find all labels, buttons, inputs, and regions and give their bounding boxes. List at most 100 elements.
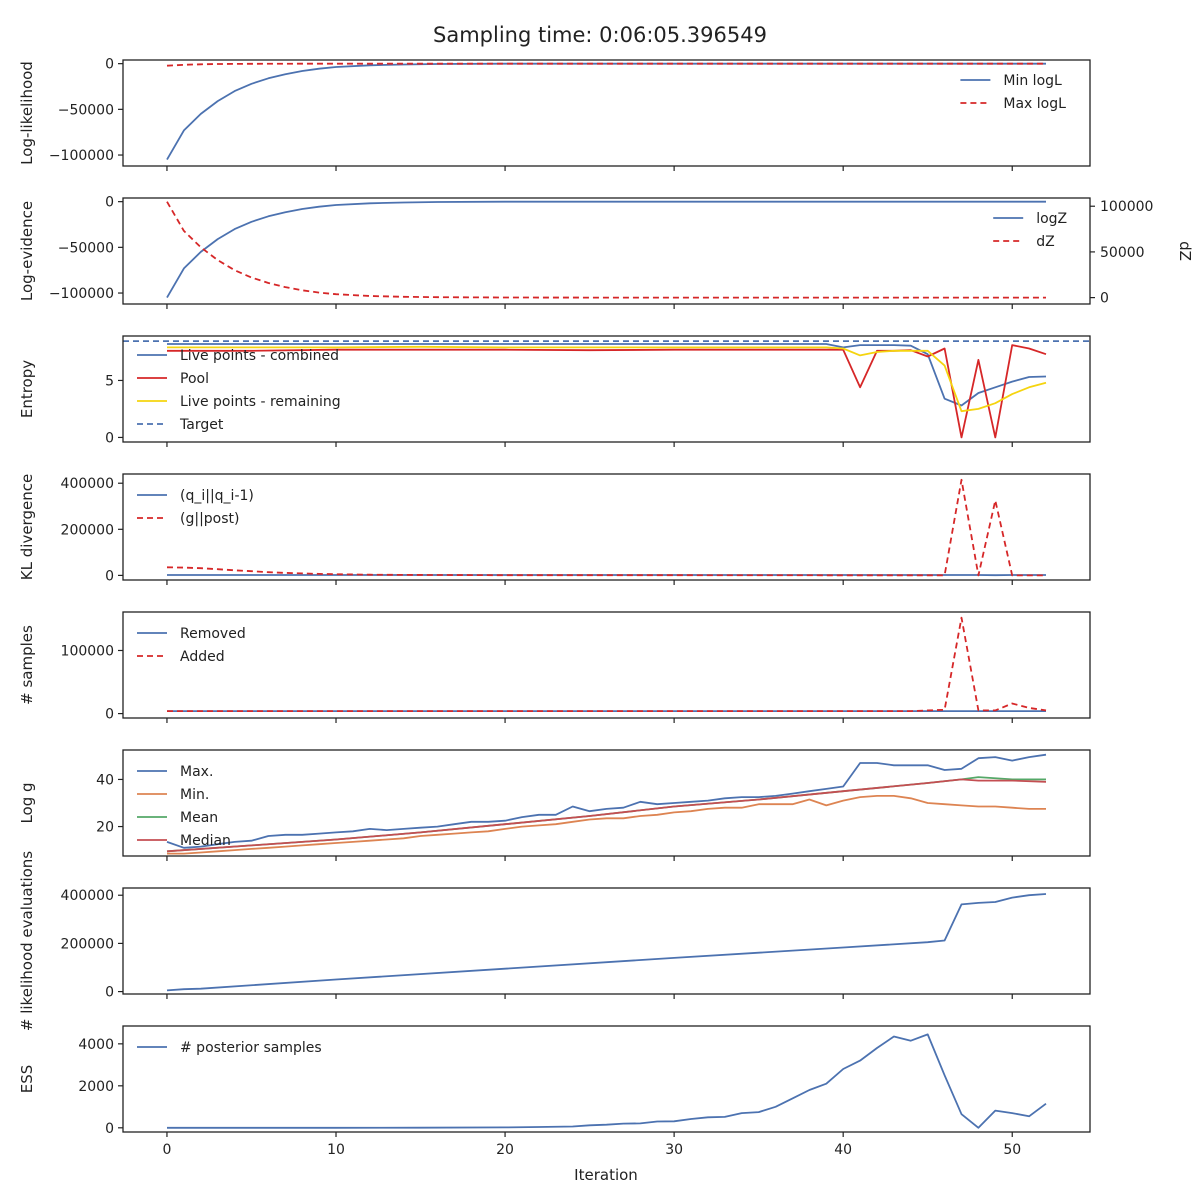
- series-line: [167, 616, 1047, 712]
- legend-label: Removed: [180, 626, 246, 642]
- legend: Min logL Max logL: [960, 73, 1066, 112]
- y-tick-label: −100000: [49, 148, 114, 164]
- x-axis-label: Iteration: [574, 1166, 638, 1184]
- legend-label: Min logL: [1003, 73, 1062, 89]
- y-axis-label: Entropy: [18, 360, 36, 418]
- plot-area: [166, 478, 1046, 577]
- legend: Max. Min. Mean Median: [137, 764, 231, 849]
- legend-label: Added: [180, 649, 225, 665]
- y-tick-label: 100000: [61, 643, 114, 659]
- subplot-4: 0 200000 400000 KL divergence (q_i||q_i-1) (g…: [18, 473, 1091, 585]
- x-tick-label: 40: [834, 1142, 852, 1158]
- x-tick-label: 30: [665, 1142, 683, 1158]
- subplot-5: 0 100000 # samples Removed Added: [18, 611, 1091, 723]
- series-line: [166, 893, 1047, 992]
- y-tick-label: 200000: [61, 522, 114, 538]
- plot-area: [166, 200, 1046, 299]
- y-axis-label: KL divergence: [18, 474, 36, 580]
- x-tick-label: 0: [162, 1142, 171, 1158]
- legend-label: Median: [180, 833, 231, 849]
- y-tick-label: −50000: [58, 240, 114, 256]
- plot-area: [123, 340, 1090, 439]
- y-tick-label: 40: [96, 772, 114, 788]
- y-right-axis-label: dZ: [1176, 241, 1194, 261]
- figure-title: Sampling time: 0:06:05.396549: [433, 23, 767, 47]
- axes-frame: [122, 1025, 1091, 1133]
- legend-label: # posterior samples: [180, 1040, 322, 1056]
- series-line: [166, 778, 1047, 853]
- subplot-7: 0 200000 400000 # likelihood evaluations: [18, 851, 1091, 1031]
- y-right-tick-label: 0: [1100, 291, 1109, 307]
- y-tick-label: 5: [105, 373, 114, 389]
- y-tick-label: 0: [105, 430, 114, 446]
- legend: # posterior samples: [137, 1040, 322, 1056]
- axes-frame: [122, 749, 1091, 857]
- y-tick-label: 0: [105, 985, 114, 1001]
- series-line: [166, 201, 1046, 299]
- legend-label: dZ: [1036, 234, 1054, 250]
- legend-label: (g||post): [180, 511, 239, 527]
- y-axis-label: Log-likelihood: [18, 61, 36, 165]
- series-line: [167, 345, 1047, 413]
- subplot-1: 0 −50000 −100000 Log-likelihood Min logL Max …: [18, 57, 1091, 171]
- legend-label: Mean: [180, 810, 218, 826]
- y-tick-label: 0: [105, 195, 114, 211]
- legend-label: Live points - remaining: [180, 394, 341, 410]
- legend-label: Max.: [180, 764, 213, 780]
- axes-frame: [122, 197, 1091, 305]
- legend: Removed Added: [137, 626, 246, 665]
- series-line: [167, 344, 1047, 439]
- y-axis-label: # likelihood evaluations: [18, 851, 36, 1031]
- legend: (q_i||q_i-1) (g||post): [137, 488, 254, 527]
- y-tick-label: 200000: [61, 936, 114, 952]
- legend-label: Min.: [180, 787, 209, 803]
- subplot-8: 0 10 20 30 40 50 0 2000 4000 ESS # posterior sampl…: [18, 1025, 1091, 1158]
- series-line: [166, 478, 1046, 577]
- y-tick-label: 0: [105, 1121, 114, 1137]
- plot-area: [166, 893, 1047, 992]
- legend-label: (q_i||q_i-1): [180, 488, 254, 504]
- axes-frame: [122, 611, 1091, 719]
- series-line: [167, 1033, 1047, 1129]
- y-tick-label: 2000: [78, 1079, 114, 1095]
- y-right-tick-label: 100000: [1100, 199, 1153, 215]
- y-tick-label: −100000: [49, 286, 114, 302]
- legend-label: Live points - combined: [180, 348, 339, 364]
- x-tick-label: 50: [1003, 1142, 1021, 1158]
- plot-area: [167, 616, 1047, 712]
- y-axis-label: ESS: [18, 1065, 36, 1094]
- subplot-6: 20 40 Log g Max. Min. Mean Median: [18, 749, 1091, 861]
- legend: Live points - combined Pool Live points - …: [137, 348, 341, 433]
- plot-area: [167, 1033, 1047, 1129]
- subplot-stack: 0 −50000 −100000 Log-likelihood Min logL Max …: [18, 57, 1194, 1158]
- x-tick-label: 10: [327, 1142, 345, 1158]
- series-line: [166, 62, 1046, 161]
- y-tick-label: 0: [105, 707, 114, 723]
- y-axis-label: Log-evidence: [18, 201, 36, 301]
- legend-label: logZ: [1036, 211, 1067, 227]
- series-line: [166, 200, 1046, 299]
- y-tick-label: 20: [96, 820, 114, 836]
- plot-area: [166, 753, 1047, 855]
- series-line: [167, 795, 1046, 855]
- series-line: [166, 753, 1047, 849]
- y-axis-label: Log g: [18, 782, 36, 823]
- axes-frame: [122, 335, 1091, 443]
- axes-frame: [122, 473, 1091, 581]
- series-line: [166, 62, 1046, 67]
- y-axis-label: # samples: [18, 625, 36, 705]
- axes-frame: [122, 887, 1091, 995]
- y-tick-label: 0: [105, 568, 114, 584]
- plot-area: [166, 62, 1046, 161]
- y-tick-label: 400000: [61, 888, 114, 904]
- y-tick-label: 400000: [61, 476, 114, 492]
- y-tick-label: 4000: [78, 1037, 114, 1053]
- y-right-tick-label: 50000: [1100, 245, 1145, 261]
- y-tick-label: 0: [105, 57, 114, 73]
- y-tick-label: −50000: [58, 102, 114, 118]
- axes-frame: [122, 59, 1091, 167]
- legend-label: Pool: [180, 371, 209, 387]
- x-tick-label: 20: [496, 1142, 514, 1158]
